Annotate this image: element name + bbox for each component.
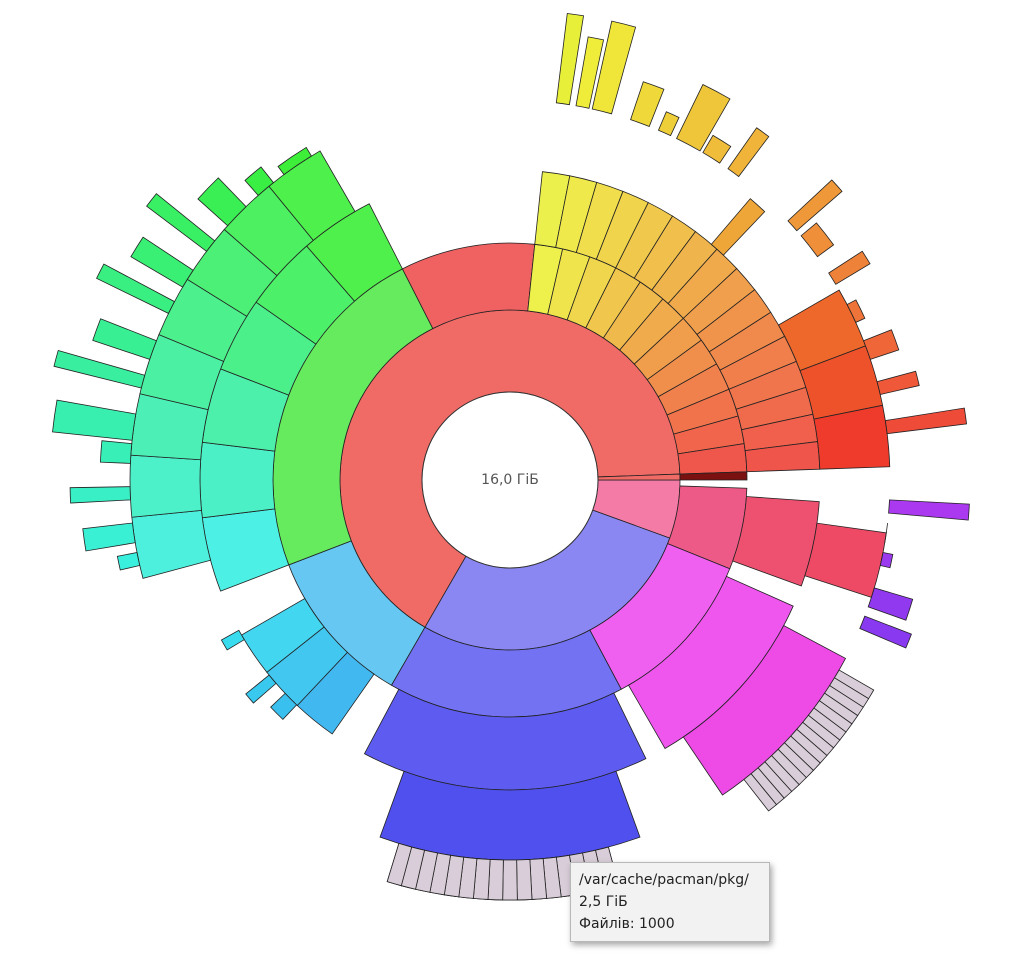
segment[interactable] [555,13,584,106]
segment[interactable] [52,399,137,441]
segment[interactable] [516,859,533,901]
tooltip-size: 2,5 ГіБ [579,894,628,910]
segment[interactable] [220,629,245,651]
tooltip: /var/cache/pacman/pkg/ 2,5 ГіБ Файлів: 1… [570,862,770,942]
segment[interactable] [702,134,732,164]
segment[interactable] [386,842,413,887]
segment[interactable] [863,329,900,360]
center-label: 16,0 ГіБ [481,472,539,488]
segment[interactable] [129,454,202,518]
segment[interactable] [270,692,298,720]
segment[interactable] [240,597,325,673]
segment[interactable] [867,587,914,621]
segment[interactable] [146,193,216,252]
segment[interactable] [888,499,970,521]
segment[interactable] [743,773,778,812]
segment[interactable] [679,471,748,481]
segment[interactable] [676,83,731,152]
segment[interactable] [787,179,843,232]
segment[interactable] [876,370,920,395]
segment[interactable] [96,263,176,314]
segment[interactable] [884,522,888,543]
segment[interactable] [92,318,157,360]
segment[interactable] [277,146,313,176]
tooltip-files: Файлів: 1000 [579,916,675,932]
segment[interactable] [879,552,894,569]
segment[interactable] [884,407,968,435]
segments [52,13,970,901]
tooltip-path: /var/cache/pacman/pkg/ [579,872,749,888]
segment[interactable] [657,111,680,137]
segment[interactable] [245,674,277,704]
segment[interactable] [800,222,835,258]
segment[interactable] [575,36,605,109]
segment[interactable] [502,859,518,901]
segment[interactable] [804,522,887,598]
segment[interactable] [244,166,275,196]
segment[interactable] [99,440,133,464]
segment[interactable] [53,349,146,389]
segment[interactable] [828,250,871,285]
segment[interactable] [591,20,637,115]
segment[interactable] [710,198,766,256]
segment[interactable] [116,552,141,571]
segment[interactable] [197,177,247,227]
segment[interactable] [201,508,290,592]
segment[interactable] [487,859,504,901]
segment[interactable] [727,127,770,178]
segment[interactable] [846,299,866,323]
segment[interactable] [69,486,131,504]
segment[interactable] [199,441,276,519]
segment[interactable] [82,522,136,552]
segment[interactable] [859,615,912,649]
segment[interactable] [130,236,194,288]
center-circle[interactable] [421,391,599,569]
segment[interactable] [630,81,665,127]
segment[interactable] [131,509,212,579]
